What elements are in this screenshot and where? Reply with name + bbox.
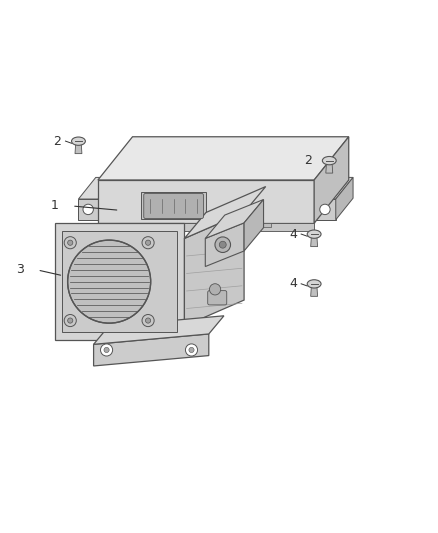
Polygon shape: [94, 316, 224, 344]
Circle shape: [189, 348, 194, 352]
Circle shape: [320, 204, 330, 215]
Polygon shape: [94, 334, 209, 366]
Polygon shape: [205, 223, 244, 266]
Circle shape: [185, 344, 198, 356]
Circle shape: [64, 314, 76, 327]
Circle shape: [145, 318, 151, 323]
Text: 3: 3: [17, 263, 25, 277]
FancyBboxPatch shape: [144, 193, 203, 219]
Polygon shape: [98, 137, 349, 180]
Polygon shape: [314, 199, 336, 220]
Polygon shape: [98, 180, 314, 223]
Circle shape: [145, 240, 151, 245]
Polygon shape: [311, 286, 318, 296]
Circle shape: [215, 237, 230, 253]
Ellipse shape: [307, 230, 321, 238]
Circle shape: [67, 240, 73, 245]
Circle shape: [64, 237, 76, 249]
Text: 1: 1: [51, 199, 59, 213]
FancyBboxPatch shape: [208, 290, 227, 305]
Polygon shape: [314, 137, 349, 223]
Polygon shape: [184, 187, 266, 238]
Polygon shape: [78, 177, 115, 199]
Polygon shape: [254, 223, 271, 227]
Polygon shape: [311, 236, 318, 247]
Circle shape: [209, 284, 221, 295]
Polygon shape: [205, 199, 264, 238]
Polygon shape: [141, 192, 206, 219]
Circle shape: [219, 241, 226, 248]
Circle shape: [83, 204, 93, 215]
Polygon shape: [78, 199, 98, 220]
Polygon shape: [336, 177, 353, 220]
Polygon shape: [326, 163, 333, 173]
Circle shape: [67, 240, 151, 323]
Text: 4: 4: [289, 277, 297, 290]
Text: 2: 2: [53, 135, 61, 148]
Polygon shape: [184, 213, 244, 326]
Polygon shape: [98, 223, 314, 231]
Circle shape: [142, 237, 154, 249]
Polygon shape: [75, 143, 82, 154]
Circle shape: [100, 344, 113, 356]
Text: 4: 4: [289, 228, 297, 240]
Ellipse shape: [71, 137, 85, 146]
Text: 2: 2: [304, 154, 312, 167]
Circle shape: [104, 348, 109, 352]
Polygon shape: [314, 177, 353, 199]
Polygon shape: [55, 223, 184, 340]
Polygon shape: [63, 231, 177, 332]
Circle shape: [142, 314, 154, 327]
Ellipse shape: [322, 157, 336, 165]
Ellipse shape: [307, 280, 321, 288]
Polygon shape: [244, 199, 264, 251]
Circle shape: [67, 318, 73, 323]
